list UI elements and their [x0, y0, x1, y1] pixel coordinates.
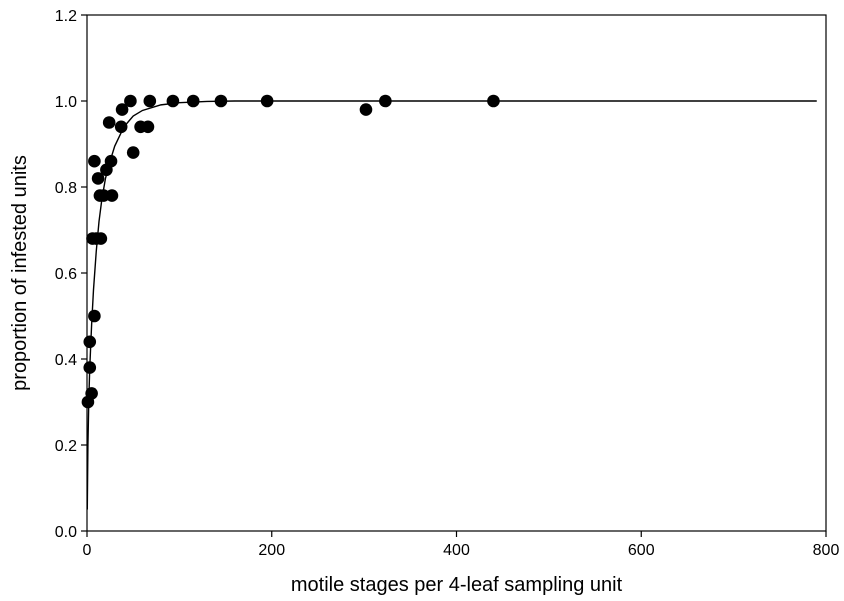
data-point — [487, 94, 500, 108]
data-point — [359, 103, 373, 116]
data-point — [379, 94, 392, 108]
y-tick-label: 0.8 — [55, 180, 77, 197]
data-point — [104, 154, 118, 168]
data-point — [88, 154, 101, 168]
plot-frame — [86, 14, 827, 532]
x-tick-label: 200 — [258, 542, 285, 559]
x-tick-label: 600 — [628, 542, 655, 559]
y-tick-label: 0.4 — [55, 352, 77, 369]
data-points-layer — [81, 94, 500, 409]
data-point — [260, 94, 274, 108]
fitted-curve — [86, 100, 817, 510]
data-point — [91, 172, 105, 185]
x-tick-label: 800 — [813, 542, 840, 559]
data-point — [126, 146, 140, 159]
data-point — [83, 361, 97, 374]
y-tick-label: 1.2 — [55, 8, 77, 25]
y-tick-label: 0.0 — [55, 524, 77, 541]
y-tick-label: 0.2 — [55, 438, 77, 455]
data-point — [85, 387, 98, 400]
data-point — [102, 116, 116, 129]
data-point — [83, 335, 97, 349]
data-point — [94, 232, 108, 245]
data-point — [88, 309, 101, 323]
y-axis-title: proportion of infested units — [9, 155, 31, 391]
x-tick-label: 0 — [83, 542, 92, 559]
data-point — [105, 189, 119, 202]
data-point — [114, 120, 128, 134]
y-tick-labels: 0.0 0.2 0.4 0.6 0.8 1.0 1.2 — [55, 8, 77, 541]
y-tick-label: 0.6 — [55, 266, 77, 283]
fitted-curve-layer — [86, 100, 817, 510]
data-point — [166, 94, 180, 108]
x-axis-title: motile stages per 4-leaf sampling unit — [291, 574, 623, 596]
data-point — [141, 120, 155, 134]
axis-ticks — [81, 14, 827, 537]
y-tick-label: 1.0 — [55, 94, 77, 111]
data-point — [124, 94, 137, 108]
data-point — [214, 94, 228, 108]
data-point — [115, 103, 129, 116]
x-tick-label: 400 — [443, 542, 470, 559]
x-tick-labels: 0 200 400 600 800 — [83, 542, 840, 559]
data-point — [143, 94, 157, 108]
data-point — [186, 94, 200, 108]
